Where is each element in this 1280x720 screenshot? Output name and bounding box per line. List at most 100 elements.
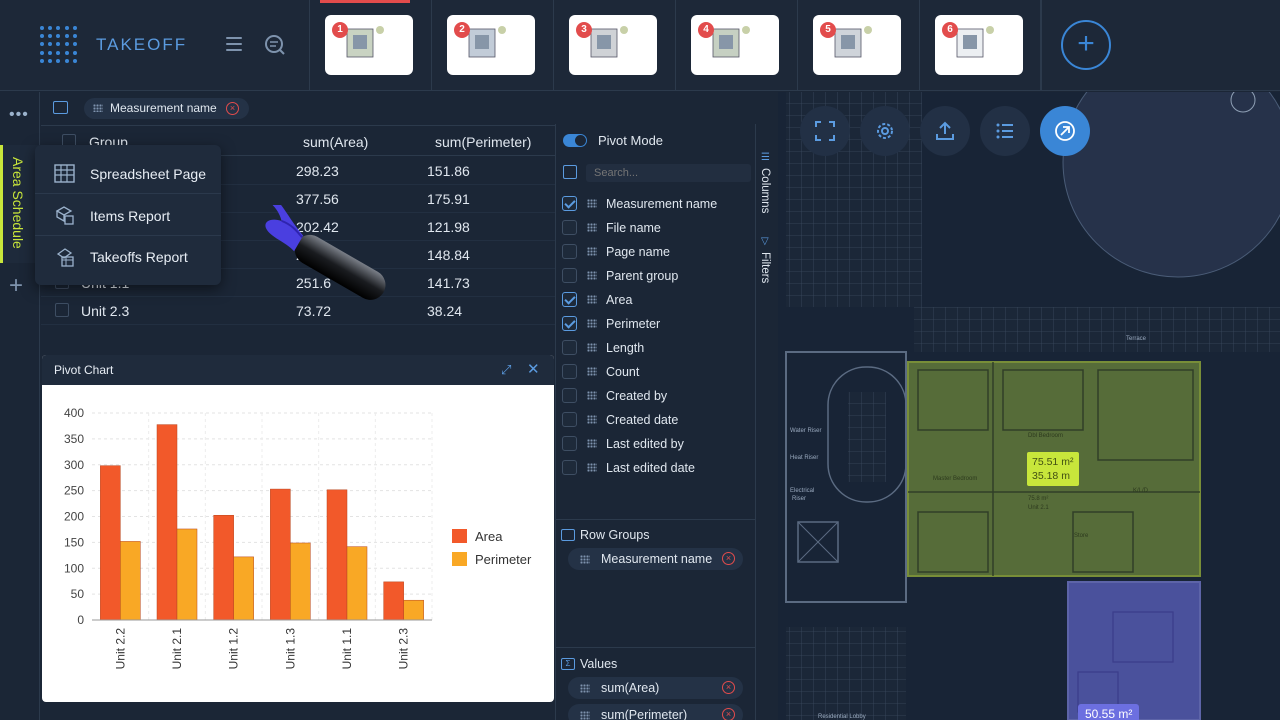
column-item[interactable]: Created by: [556, 384, 756, 408]
page-tab[interactable]: 2: [432, 0, 554, 91]
drag-handle-icon[interactable]: [587, 463, 597, 472]
column-item[interactable]: Last edited by: [556, 432, 756, 456]
fit-screen-button[interactable]: [800, 106, 850, 156]
page-thumbnail[interactable]: 6: [935, 15, 1023, 75]
column-checkbox[interactable]: [562, 196, 577, 211]
value-pill[interactable]: sum(Area) ×: [568, 677, 743, 699]
drag-handle-icon[interactable]: [587, 223, 597, 232]
page-tab[interactable]: 4: [676, 0, 798, 91]
drag-handle-icon[interactable]: [587, 415, 597, 424]
column-search-input[interactable]: [586, 164, 751, 182]
header-sum-area[interactable]: sum(Area): [303, 134, 369, 150]
column-checkbox[interactable]: [562, 268, 577, 283]
drag-handle-icon[interactable]: [587, 247, 597, 256]
remove-icon[interactable]: ×: [722, 708, 735, 720]
menu-icon[interactable]: [226, 37, 242, 51]
settings-button[interactable]: [860, 106, 910, 156]
columns-icon[interactable]: ☰: [761, 152, 770, 163]
more-icon[interactable]: •••: [9, 106, 29, 123]
drag-handle-icon[interactable]: [587, 343, 597, 352]
column-item[interactable]: Measurement name: [556, 192, 756, 216]
measurement-label[interactable]: 75.51 m² 35.18 m: [1027, 452, 1079, 486]
export-button[interactable]: [920, 106, 970, 156]
values-label: Values: [580, 657, 618, 671]
column-item[interactable]: Parent group: [556, 264, 756, 288]
row-group-pill[interactable]: Measurement name ×: [568, 548, 743, 570]
drag-handle-icon[interactable]: [580, 711, 590, 720]
page-tab[interactable]: 6: [920, 0, 1042, 91]
pivot-mode-toggle[interactable]: [563, 134, 587, 147]
column-checkbox[interactable]: [562, 388, 577, 403]
remove-icon[interactable]: ×: [226, 102, 240, 116]
column-item[interactable]: File name: [556, 216, 756, 240]
list-button[interactable]: [980, 106, 1030, 156]
group-chip[interactable]: Measurement name ×: [84, 98, 250, 119]
page-thumbnail[interactable]: 5: [813, 15, 901, 75]
column-checkbox[interactable]: [562, 220, 577, 235]
column-checkbox[interactable]: [562, 436, 577, 451]
add-tab-button[interactable]: +: [9, 272, 24, 299]
tab-filters[interactable]: Filters: [759, 252, 771, 284]
column-checkbox[interactable]: [562, 340, 577, 355]
page-tab[interactable]: 3: [554, 0, 676, 91]
remove-icon[interactable]: ×: [722, 552, 735, 565]
column-item[interactable]: Page name: [556, 240, 756, 264]
remove-icon[interactable]: ×: [722, 681, 735, 694]
tab-columns[interactable]: Columns: [759, 168, 771, 214]
drag-handle-icon[interactable]: [580, 684, 590, 693]
column-item[interactable]: Count: [556, 360, 756, 384]
column-checkbox[interactable]: [562, 316, 577, 331]
menu-item-label: Items Report: [90, 208, 171, 224]
drawing-viewport[interactable]: Water Riser Heat Riser Electrical Riser …: [778, 92, 1280, 720]
column-checkbox[interactable]: [562, 412, 577, 427]
column-checkbox[interactable]: [562, 364, 577, 379]
drag-handle-icon[interactable]: [580, 555, 590, 564]
drag-handle-icon[interactable]: [587, 391, 597, 400]
bar-area: [270, 488, 291, 621]
list-icon: [996, 123, 1013, 139]
tab-area-schedule[interactable]: [0, 145, 40, 263]
row-area: 73.72: [296, 303, 332, 319]
svg-text:Unit 2.1: Unit 2.1: [1028, 505, 1049, 511]
column-checkbox[interactable]: [562, 292, 577, 307]
svg-text:K/L/D: K/L/D: [1133, 488, 1149, 494]
search-list-icon[interactable]: [264, 34, 286, 56]
toggle-all-checkbox[interactable]: [563, 165, 577, 179]
expand-icon[interactable]: ⤢: [501, 362, 512, 377]
drag-handle-icon[interactable]: [587, 295, 597, 304]
column-item[interactable]: Last edited date: [556, 456, 756, 480]
close-icon[interactable]: ✕: [527, 361, 540, 378]
page-thumbnail[interactable]: 2: [447, 15, 535, 75]
page-thumbnail[interactable]: 3: [569, 15, 657, 75]
row-checkbox[interactable]: [55, 303, 69, 317]
column-item[interactable]: Perimeter: [556, 312, 756, 336]
page-tab[interactable]: 5: [798, 0, 920, 91]
menu-item-items-report[interactable]: Items Report: [35, 195, 221, 236]
column-item[interactable]: Created date: [556, 408, 756, 432]
header-sum-perimeter[interactable]: sum(Perimeter): [435, 134, 532, 150]
table-row[interactable]: Unit 2.3 73.72 38.24: [41, 297, 555, 325]
page-tab[interactable]: 1: [310, 0, 432, 91]
navigate-button[interactable]: [1040, 106, 1090, 156]
column-item[interactable]: Area: [556, 288, 756, 312]
column-checkbox[interactable]: [562, 244, 577, 259]
column-checkbox[interactable]: [562, 460, 577, 475]
bottom-measurement-label[interactable]: 50.55 m²: [1078, 704, 1140, 720]
column-item[interactable]: Length: [556, 336, 756, 360]
page-thumbnail[interactable]: 4: [691, 15, 779, 75]
page-thumbnail[interactable]: 1: [325, 15, 413, 75]
value-pill[interactable]: sum(Perimeter) ×: [568, 704, 743, 720]
filter-icon[interactable]: ▽: [761, 236, 769, 247]
menu-item-takeoffs-report[interactable]: Takeoffs Report: [35, 236, 221, 277]
drag-handle-icon[interactable]: [587, 271, 597, 280]
value-pill-label: sum(Area): [601, 681, 660, 695]
menu-item-spreadsheet[interactable]: Spreadsheet Page: [35, 153, 221, 194]
drag-handle-icon[interactable]: [587, 319, 597, 328]
y-tick-label: 50: [71, 587, 85, 601]
drag-handle-icon[interactable]: [587, 367, 597, 376]
drag-handle-icon[interactable]: [93, 104, 103, 112]
pivot-mode-label: Pivot Mode: [598, 133, 664, 148]
drag-handle-icon[interactable]: [587, 439, 597, 448]
add-page-button[interactable]: +: [1061, 20, 1111, 70]
drag-handle-icon[interactable]: [587, 199, 597, 208]
